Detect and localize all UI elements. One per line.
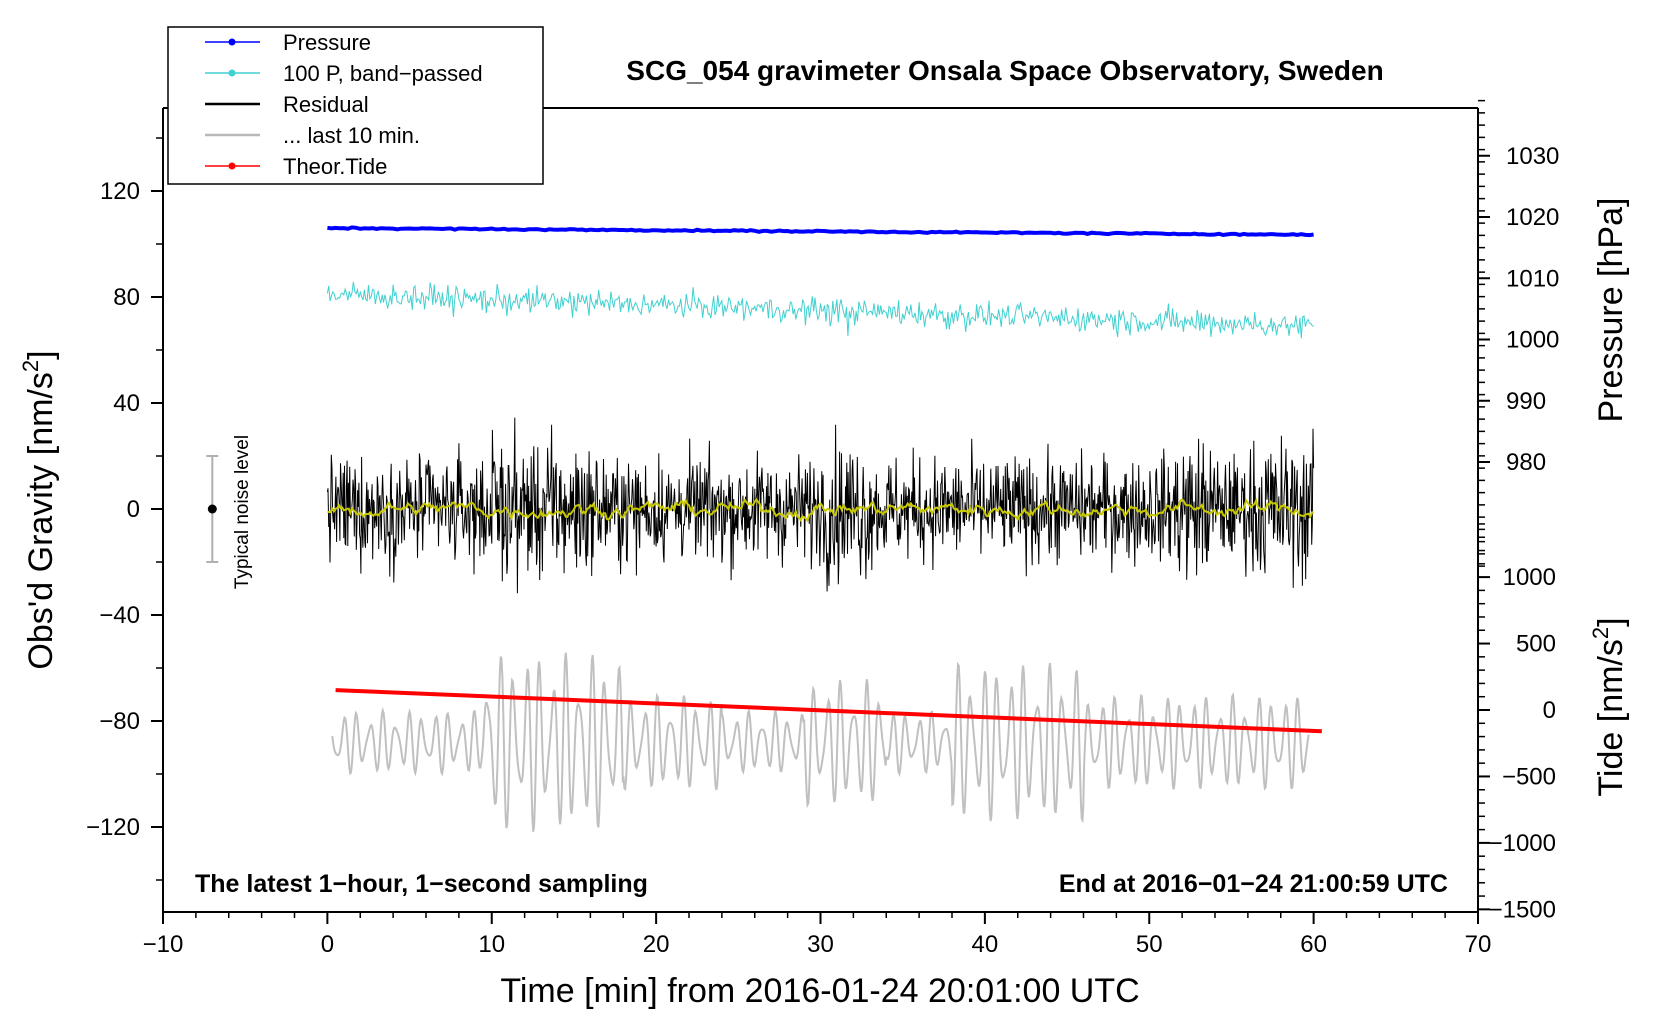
pressure-tick-label: 980 (1506, 449, 1546, 476)
pressure-tick-label: 1010 (1506, 265, 1559, 292)
y-axis-title-left-sup: 2 (18, 360, 43, 372)
tide-tick-label: −500 (1502, 763, 1556, 790)
tide-tick-label: −1500 (1489, 896, 1556, 923)
noise-level-indicator: Typical noise level (206, 435, 253, 589)
chart-title: SCG_054 gravimeter Onsala Space Observat… (626, 55, 1383, 86)
legend-marker (228, 69, 236, 77)
y-tick-label-left: −40 (99, 602, 140, 629)
pressure-tick-label: 1030 (1506, 143, 1559, 170)
x-tick-label: 20 (643, 931, 670, 958)
pressure-tick-label: 990 (1506, 388, 1546, 415)
y-axis-title-tide-end: ] (1592, 617, 1630, 626)
x-axis-title: Time [min] from 2016-01-24 20:01:00 UTC (500, 972, 1139, 1010)
y-axis-title-pressure: Pressure [hPa] (1592, 198, 1630, 423)
y-axis-title-left-end: ] (22, 350, 60, 359)
y-tick-label-left: −120 (86, 814, 140, 841)
legend-label: Residual (283, 92, 369, 117)
legend-marker (228, 38, 236, 46)
legend-label: 100 P, band−passed (283, 61, 483, 86)
x-tick-label: 50 (1136, 931, 1163, 958)
x-tick-label: 60 (1300, 931, 1327, 958)
annotation-bottom-right: End at 2016−01−24 21:00:59 UTC (1059, 870, 1448, 898)
y-axis-title-tide-sup: 2 (1588, 627, 1613, 639)
legend-label: ... last 10 min. (283, 123, 420, 148)
series-layer (326, 225, 1322, 832)
x-tick-label: 70 (1465, 931, 1492, 958)
y-axis-title-left: Obs'd Gravity [nm/s2] (18, 350, 60, 669)
pressure-tick-label: 1020 (1506, 204, 1559, 231)
y-tick-label-left: −80 (99, 708, 140, 735)
series-pressure-bandpassed (326, 281, 1314, 339)
noise-center-dot (207, 504, 217, 514)
y-axis-title-tide: Tide [nm/s2] (1588, 617, 1630, 796)
series-residual (326, 417, 1315, 594)
y-tick-label-left: 40 (113, 390, 140, 417)
pressure-tick-label: 1000 (1506, 327, 1559, 354)
series-theoretical-tide (335, 688, 1322, 734)
tide-tick-label: −1000 (1489, 830, 1556, 857)
x-tick-label: 30 (807, 931, 834, 958)
x-tick-label: 0 (321, 931, 334, 958)
axis-ticks: −10 0 10 20 30 40 50 60 7012080400−40−80−1201030… (86, 99, 1559, 958)
noise-level-label: Typical noise level (232, 435, 253, 589)
tide-tick-label: 0 (1543, 697, 1556, 724)
x-tick-label: 40 (972, 931, 999, 958)
annotation-bottom-left: The latest 1−hour, 1−second sampling (195, 870, 648, 898)
y-tick-label-left: 120 (100, 178, 140, 205)
series-last-10-min (331, 652, 1310, 832)
y-axis-title-left-main: Obs'd Gravity [nm/s (22, 372, 60, 669)
legend-label: Pressure (283, 30, 371, 55)
y-tick-label-left: 80 (113, 284, 140, 311)
tide-tick-label: 500 (1516, 631, 1556, 658)
legend-box (167, 26, 544, 185)
y-tick-label-left: 0 (127, 496, 140, 523)
legend-label: Theor.Tide (283, 154, 387, 179)
legend: Pressure 100 P, band−passed Residual ... la… (167, 26, 544, 185)
legend-marker (228, 162, 236, 170)
series-smoothed-residual (327, 497, 1314, 523)
x-tick-label: 10 (478, 931, 505, 958)
tide-tick-label: 1000 (1503, 564, 1556, 591)
series-pressure (327, 225, 1314, 238)
x-tick-label: −10 (143, 931, 184, 958)
y-axis-title-tide-main: Tide [nm/s (1592, 639, 1630, 796)
